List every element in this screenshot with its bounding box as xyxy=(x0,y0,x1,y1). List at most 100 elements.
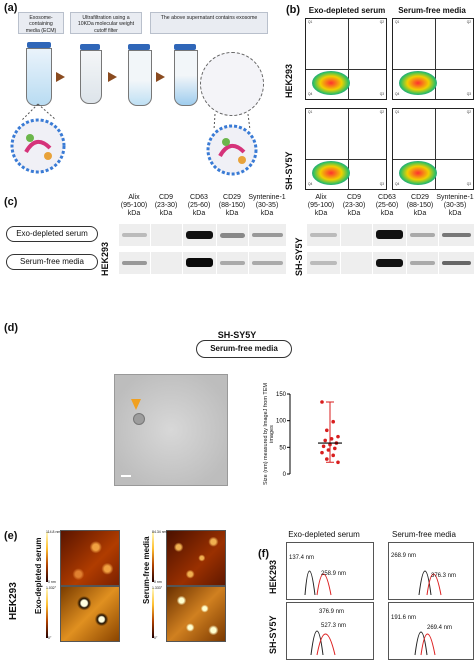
scatter-point-12 xyxy=(331,453,335,458)
scatter-chart: 0 50 100 150 xyxy=(276,392,342,478)
scatter-point-10 xyxy=(326,448,331,452)
afm-scale-top-left: 114.8 nm xyxy=(46,530,61,534)
nta-plot-hek-sfm: 268.9 nm 376.3 nm xyxy=(388,542,474,600)
y-tick-label-1: 50 xyxy=(279,445,286,451)
fc-col-header-sfm: Serum-free media xyxy=(398,6,466,15)
wb-cell-left: HEK293 xyxy=(100,241,110,276)
step-2-box: Ultrafiltration using a 10KDa molecular … xyxy=(70,12,142,34)
scatter-point-2 xyxy=(325,428,329,433)
arrow-1-icon xyxy=(56,72,65,82)
wb-header-alix: Alix (95-100) kDa xyxy=(120,194,148,217)
afm-scale-zero-left: 0 nm xyxy=(48,580,56,584)
tube-3 xyxy=(128,50,152,106)
panel-d-title: SH-SY5Y xyxy=(217,330,257,340)
wb-blot-left-row2 xyxy=(118,252,286,274)
fc-col-header-exo: Exo-depleted serum xyxy=(308,6,386,15)
y-tick-label-2: 100 xyxy=(276,419,287,425)
tube-1 xyxy=(26,48,52,106)
tube-2 xyxy=(80,50,102,104)
tube-4 xyxy=(174,50,198,106)
wb-header-cd63-r: CD63 (25-60) kDa xyxy=(375,194,399,217)
wb-header-syntenine-r: Syntenine-1 (30-35) kDa xyxy=(436,194,474,217)
arrow-2-icon xyxy=(108,72,117,82)
nta-plot-sh-exo: 376.9 nm 527.3 nm xyxy=(286,602,374,660)
exosome-illustrations xyxy=(10,103,258,176)
panel-d-condition: Serum-free media xyxy=(196,340,292,358)
arrow-3-icon xyxy=(156,72,165,82)
nta-peak-1: 137.4 nm xyxy=(289,555,315,561)
wb-header-cd29: CD29 (88-150) kDa xyxy=(218,194,246,217)
scatter-point-8 xyxy=(321,444,326,449)
scatter-point-7 xyxy=(328,442,332,447)
fc-plot-hek-exo: Q1 Q2 Q3 Q4 xyxy=(305,18,387,100)
tube-1-cap xyxy=(27,42,51,48)
nta-peak-7: 191.6 nm xyxy=(391,615,417,621)
panel-e-label: (e) xyxy=(4,530,18,542)
wb-blot-right-row2 xyxy=(306,252,474,274)
scatter-point-4 xyxy=(329,437,334,441)
scatter-point-9 xyxy=(333,446,337,451)
tube-3-cap xyxy=(128,44,150,50)
wb-header-syntenine: Syntenine-1 (30-35) kDa xyxy=(248,194,286,217)
wb-condition-exo: Exo-depleted serum xyxy=(6,226,98,242)
wb-condition-sfm: Serum-free media xyxy=(6,254,98,270)
afm-scale-zero-right: 0 nm xyxy=(154,580,162,584)
tube-4-cap xyxy=(174,44,196,50)
afm-condition-sfm: Serum-free media xyxy=(142,536,151,604)
fc-plot-sh-sfm: Q1 Q2 Q3 Q4 xyxy=(392,108,474,190)
tem-image xyxy=(114,374,228,486)
fc-row-label-hek293: HEK293 xyxy=(284,63,294,98)
nta-peak-4: 376.3 nm xyxy=(431,573,457,579)
nta-plot-hek-exo: 137.4 nm 258.9 nm xyxy=(286,542,374,600)
scale-bar xyxy=(121,475,131,477)
zoom-circle xyxy=(200,52,264,116)
nta-peak-2: 258.9 nm xyxy=(321,571,347,577)
scatter-point-3 xyxy=(336,434,340,439)
wb-header-alix-r: Alix (95-100) kDa xyxy=(307,194,335,217)
wb-headers-right: Alix (95-100) kDa CD9 (23-30) kDa CD63 (… xyxy=(304,194,474,236)
wb-blot-right-row1 xyxy=(306,224,474,246)
wb-blot-left-row1 xyxy=(118,224,286,246)
nta-col-header-exo: Exo-depleted serum xyxy=(288,530,360,539)
afm-scale-zero-right-p: 0° xyxy=(154,636,158,640)
scatter-point-1 xyxy=(331,419,335,424)
scatter-point-11 xyxy=(320,450,324,455)
nta-peak-3: 268.9 nm xyxy=(391,553,417,559)
y-tick-label-0: 0 xyxy=(283,472,287,478)
wb-header-cd9: CD9 (23-30) kDa xyxy=(154,194,178,217)
wb-cell-right: SH-SY5Y xyxy=(294,237,304,276)
scatter-point-14 xyxy=(336,460,340,465)
afm-scale-bot-right: 1.333° xyxy=(152,586,163,590)
afm-scale-top-right: 84.34 nm xyxy=(152,530,167,534)
afm-row-label: HEK293 xyxy=(8,582,19,620)
nta-peak-5: 376.9 nm xyxy=(319,609,345,615)
scatter-point-0 xyxy=(320,400,324,404)
afm-scale-zero-left-p: 0° xyxy=(48,636,52,640)
wb-header-cd63: CD63 (25-60) kDa xyxy=(187,194,211,217)
y-tick-label-3: 150 xyxy=(276,392,287,398)
nta-col-header-sfm: Serum-free media xyxy=(391,530,457,539)
nta-row-label-hek293: HEK293 xyxy=(268,559,278,594)
scatter-point-5 xyxy=(323,438,327,443)
step-3-box: The above supernatant contains exosome xyxy=(150,12,268,34)
nta-peak-8: 269.4 nm xyxy=(427,625,453,631)
panel-d-label: (d) xyxy=(4,322,19,334)
nta-plot-sh-sfm: 191.6 nm 269.4 nm xyxy=(388,602,474,660)
fc-plot-sh-exo: Q1 Q2 Q3 Q4 xyxy=(305,108,387,190)
afm-phase-sfm xyxy=(166,586,226,642)
panel-f-label: (f) xyxy=(258,548,269,560)
panel-a-label: (a) xyxy=(4,2,18,14)
afm-height-sfm xyxy=(166,530,226,586)
wb-header-cd9-r: CD9 (23-30) kDa xyxy=(342,194,366,217)
scatter-point-13 xyxy=(325,457,329,461)
wb-header-cd29-r: CD29 (88-150) kDa xyxy=(406,194,434,217)
tube-2-cap xyxy=(80,44,100,50)
panel-c-label: (c) xyxy=(4,196,18,208)
nta-peak-6: 527.3 nm xyxy=(321,623,347,629)
afm-condition-exo: Exo-depleted serum xyxy=(34,537,43,614)
nta-row-label-shsy5y: SH-SY5Y xyxy=(268,615,278,654)
fc-plot-hek-sfm: Q1 Q2 Q3 Q4 xyxy=(392,18,474,100)
wb-headers-left: Alix (95-100) kDa CD9 (23-30) kDa CD63 (… xyxy=(118,194,286,236)
fc-row-label-shsy5y: SH-SY5Y xyxy=(284,151,294,190)
afm-scale-bot-left: 1.032° xyxy=(46,586,57,590)
